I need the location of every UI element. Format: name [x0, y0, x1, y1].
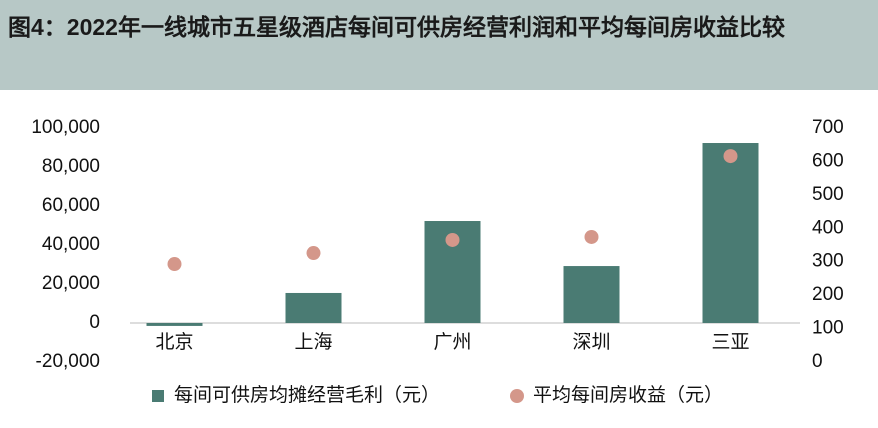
dot	[584, 229, 599, 244]
y-tick-label: -20,000	[36, 351, 100, 372]
y-tick-label: 100,000	[31, 117, 100, 138]
bar	[146, 323, 203, 326]
x-tick-label: 上海	[294, 331, 332, 353]
y2-tick-label: 600	[812, 150, 844, 171]
x-tick-label: 北京	[155, 331, 193, 353]
y2-tick-label: 700	[812, 117, 844, 138]
y-tick-label: 80,000	[42, 156, 100, 177]
legend-label: 平均每间房收益（元）	[533, 384, 723, 406]
y2-tick-label: 400	[812, 217, 844, 238]
y-tick-label: 60,000	[42, 195, 100, 216]
chart-title: 图4：2022年一线城市五星级酒店每间可供房经营利润和平均每间房收益比较	[8, 14, 785, 40]
bar	[563, 266, 620, 323]
y2-tick-label: 200	[812, 284, 844, 305]
y2-tick-label: 100	[812, 318, 844, 339]
bar	[702, 143, 759, 323]
dot	[723, 149, 738, 164]
y2-tick-label: 0	[812, 351, 823, 372]
x-tick-label: 三亚	[711, 332, 749, 353]
dot	[445, 232, 460, 247]
chart: -20,000 0 20,000 40,000 60,000 80,000 100,000 0…	[31, 117, 844, 406]
y-tick-label: 0	[89, 312, 100, 333]
header: 图4：2022年一线城市五星级酒店每间可供房经营利润和平均每间房收益比较	[0, 0, 878, 90]
legend-swatch	[510, 389, 524, 403]
y-tick-label: 20,000	[42, 273, 100, 294]
dot	[167, 257, 182, 272]
y2-tick-label: 300	[812, 251, 844, 272]
x-tick-label: 深圳	[572, 331, 610, 353]
bar	[285, 292, 342, 323]
x-tick-label: 广州	[433, 331, 471, 353]
dot	[306, 246, 321, 261]
legend-swatch	[152, 390, 164, 402]
y2-tick-label: 500	[812, 184, 844, 205]
y-tick-label: 40,000	[42, 234, 100, 255]
legend-label: 每间可供房均摊经营毛利（元）	[174, 384, 440, 406]
